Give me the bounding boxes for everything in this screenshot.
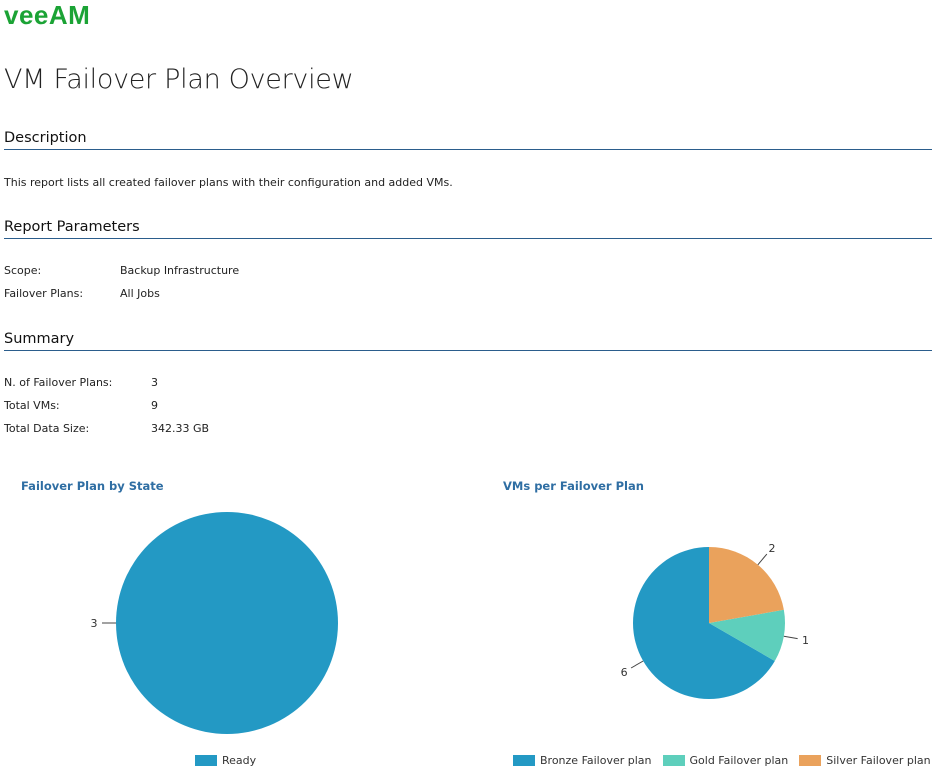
- parameters-heading: Report Parameters: [4, 219, 140, 235]
- pie-data-label: 6: [621, 666, 628, 679]
- summary-value: 342.33 GB: [151, 422, 210, 435]
- veeam-logo: veeAM: [4, 2, 90, 28]
- logo-text: veeAM: [4, 2, 90, 28]
- description-header: Description: [4, 130, 932, 150]
- legend-item: Ready: [195, 754, 256, 767]
- pie-data-label: 3: [91, 617, 98, 630]
- param-key: Scope:: [4, 264, 42, 277]
- pie-leader-line: [783, 635, 798, 640]
- pie-slice-gold-failover-plan: [709, 609, 785, 661]
- legend-label: Bronze Failover plan: [540, 754, 652, 767]
- legend-item: Bronze Failover plan: [513, 754, 652, 767]
- chart-title-vms: VMs per Failover Plan: [503, 479, 644, 493]
- page-title: VM Failover Plan Overview: [4, 64, 354, 95]
- pie-data-label: 2: [768, 542, 775, 555]
- legend-item: Gold Failover plan: [662, 754, 789, 767]
- legend-state: Ready: [195, 754, 267, 767]
- param-value: Backup Infrastructure: [120, 264, 240, 277]
- pie-leader-line: [757, 553, 768, 566]
- description-text: This report lists all created failover p…: [4, 176, 453, 189]
- summary-value: 3: [151, 376, 158, 389]
- legend-label: Silver Failover plan: [826, 754, 931, 767]
- summary-key: N. of Failover Plans:: [4, 376, 113, 389]
- summary-value: 9: [151, 399, 158, 412]
- legend-item: Silver Failover plan: [799, 754, 931, 767]
- legend-swatch: [513, 755, 535, 766]
- legend-swatch: [799, 755, 822, 766]
- pie-data-label: 1: [802, 634, 809, 647]
- pie-slice-bronze-failover-plan: [633, 547, 775, 699]
- param-key: Failover Plans:: [4, 287, 84, 300]
- summary-key: Total VMs:: [4, 399, 60, 412]
- legend-label: Gold Failover plan: [689, 754, 789, 767]
- summary-header: Summary: [4, 331, 932, 351]
- param-value: All Jobs: [120, 287, 160, 300]
- chart-title-state: Failover Plan by State: [21, 479, 164, 493]
- pie-slice-silver-failover-plan: [709, 547, 784, 623]
- legend-vms: Bronze Failover plan Gold Failover plan Si…: [513, 754, 940, 767]
- legend-label: Ready: [222, 754, 257, 767]
- legend-swatch: [195, 755, 217, 766]
- summary-heading: Summary: [4, 331, 75, 347]
- pie-slice-ready: [116, 512, 338, 734]
- pie-leader-line: [630, 660, 644, 669]
- description-heading: Description: [4, 130, 87, 146]
- summary-key: Total Data Size:: [4, 422, 90, 435]
- parameters-header: Report Parameters: [4, 219, 932, 239]
- legend-swatch: [662, 755, 685, 766]
